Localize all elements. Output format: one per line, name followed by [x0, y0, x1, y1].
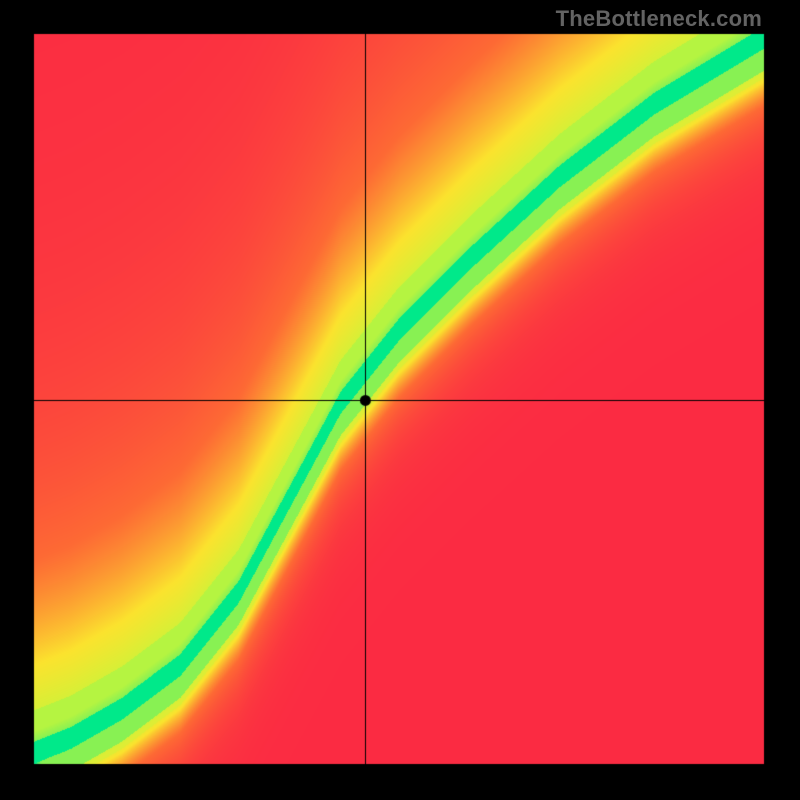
bottleneck-heatmap	[0, 0, 800, 800]
watermark-text: TheBottleneck.com	[556, 6, 762, 32]
chart-container: TheBottleneck.com	[0, 0, 800, 800]
